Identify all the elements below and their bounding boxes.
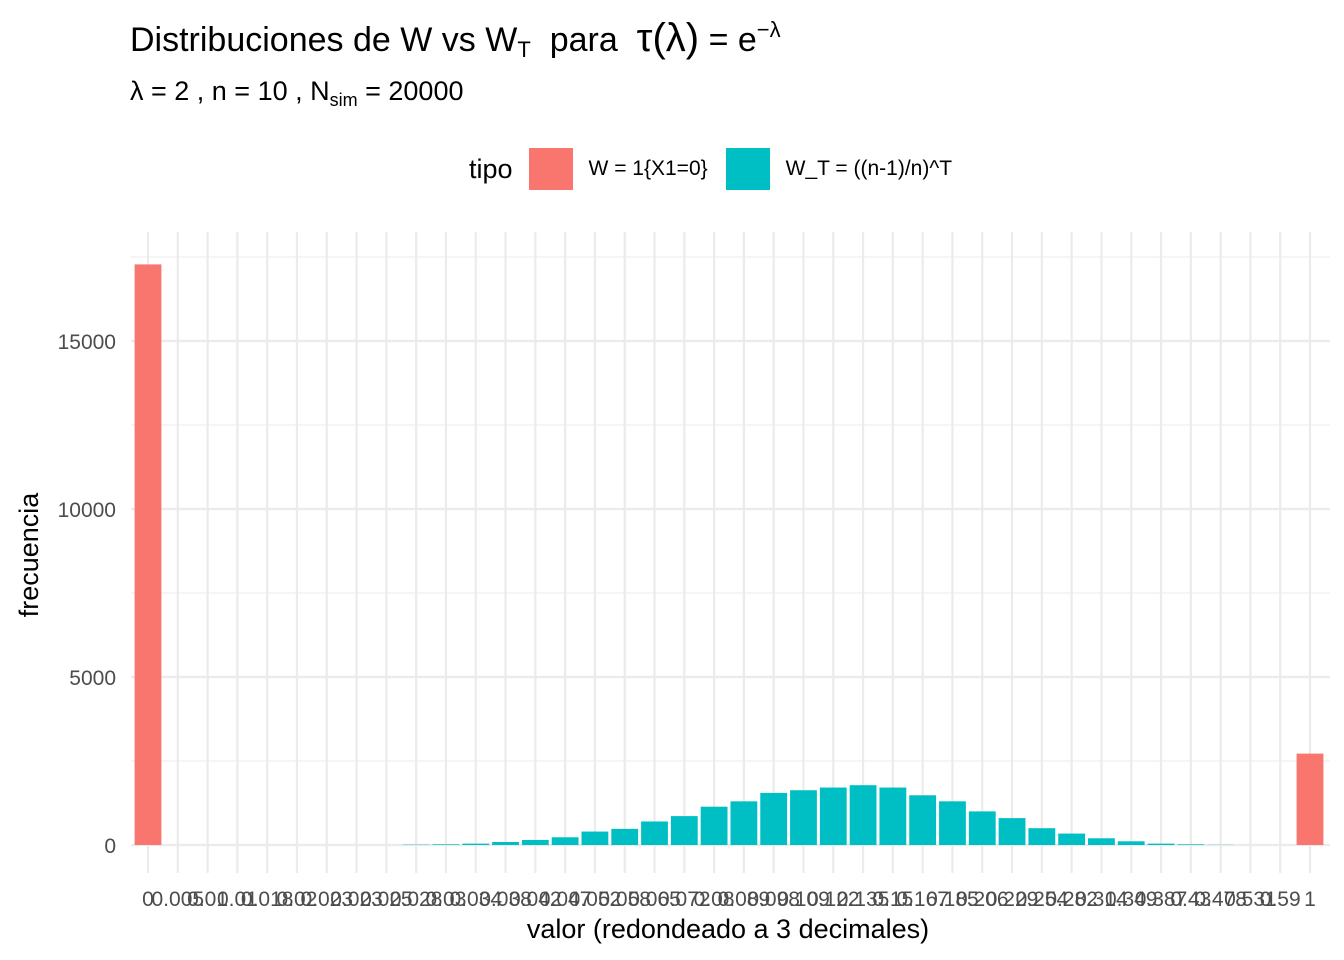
legend-label-wt: W_T = ((n-1)/n)^T: [785, 157, 953, 180]
bar-wt: [909, 795, 937, 845]
x-tick-label: 0.098: [747, 888, 800, 911]
x-tick-label: 0.254: [1016, 888, 1069, 911]
x-tick-label: 0.025: [360, 888, 413, 911]
legend: tipo W = 1{X1=0} W_T = ((n-1)/n)^T: [469, 147, 970, 191]
bar-wt: [551, 837, 579, 845]
x-axis-label: valor (redondeado a 3 decimales): [527, 914, 929, 944]
x-tick-label: 0.01: [217, 888, 258, 911]
x-tick-label: 0.018: [241, 888, 294, 911]
bar-wt: [879, 787, 907, 845]
legend-key-wt: [725, 148, 770, 190]
x-tick-label: 0.038: [479, 888, 532, 911]
x-tick-label: 0.109: [777, 888, 830, 911]
x-tick-label: 0.122: [807, 888, 860, 911]
x-tick-label: 0.089: [718, 888, 771, 911]
x-tick-label: 0.167: [896, 888, 949, 911]
bar-wt: [819, 787, 847, 845]
chart-subtitle: λ = 2 , n = 10 , Nsim = 20000: [130, 76, 464, 110]
x-tick-label: 0.531: [1224, 888, 1277, 911]
legend-title: tipo: [469, 153, 513, 184]
bar-w: [134, 264, 162, 846]
bar-wt: [611, 828, 639, 845]
x-tick-label: 0.023: [300, 888, 353, 911]
grid: [131, 232, 1330, 873]
bar-wt: [432, 844, 460, 845]
bar-w: [1296, 753, 1324, 845]
x-tick-label: 0.59: [1260, 888, 1301, 911]
bar-wt: [790, 790, 817, 845]
y-axis-ticks: 0 5000 10000 15000: [58, 331, 116, 858]
x-tick-label: 0.047: [539, 888, 592, 911]
x-tick-label: 0.028: [390, 888, 443, 911]
x-tick-label: 0.03: [426, 888, 467, 911]
x-tick-label: 0.387: [1135, 888, 1188, 911]
x-tick-label: 1: [1304, 888, 1316, 911]
x-tick-label: 0.052: [569, 888, 622, 911]
x-tick-label: 0.08: [694, 888, 735, 911]
x-tick-label: 0.042: [509, 888, 562, 911]
x-tick-label: 0.02: [277, 888, 318, 911]
x-tick-label: 0.43: [1170, 888, 1211, 911]
x-tick-label: 0.01: [187, 888, 228, 911]
bar-wt: [998, 818, 1026, 845]
x-tick-label: 0.065: [628, 888, 681, 911]
bars: [134, 264, 1324, 846]
x-tick-label: 0: [142, 888, 154, 911]
x-tick-label: 0.349: [1105, 888, 1158, 911]
bar-wt: [670, 816, 698, 845]
bar-wt: [1088, 838, 1115, 845]
y-axis-label: frecuencia: [14, 492, 44, 618]
x-tick-label: 0.072: [658, 888, 711, 911]
chart-title: Distribuciones de W vs WT para τ(λ) = e−…: [130, 16, 781, 62]
legend-key-w: [528, 148, 573, 190]
bar-wt: [968, 811, 996, 845]
y-tick-label: 0: [104, 835, 116, 858]
bar-wt: [1147, 843, 1175, 845]
x-tick-label: 0.034: [449, 888, 502, 911]
x-axis-ticks: 00.0050.010.010.0180.020.0230.0230.0250.…: [142, 888, 1316, 911]
bar-wt: [939, 801, 966, 845]
y-tick-label: 15000: [58, 331, 116, 354]
bar-wt: [462, 843, 490, 845]
y-tick-label: 10000: [58, 499, 116, 522]
x-tick-label: 0.005: [152, 888, 205, 911]
bar-wt: [1028, 828, 1056, 845]
bar-wt: [521, 839, 549, 845]
x-tick-label: 0.185: [926, 888, 979, 911]
bar-wt: [760, 792, 788, 845]
legend-label-w: W = 1{X1=0}: [588, 157, 708, 180]
x-tick-label: 0.478: [1194, 888, 1247, 911]
bar-wt: [1177, 844, 1205, 845]
x-tick-label: 0.314: [1075, 888, 1128, 911]
bar-wt: [641, 821, 668, 845]
bar-wt: [730, 801, 758, 845]
x-tick-label: 0.229: [986, 888, 1039, 911]
x-tick-label: 0.023: [330, 888, 383, 911]
x-tick-label: 0.206: [956, 888, 1009, 911]
bar-wt: [1117, 841, 1145, 845]
bar-wt: [581, 831, 609, 845]
bar-wt: [1058, 833, 1086, 845]
x-tick-label: 0.135: [837, 888, 890, 911]
x-tick-label: 0.15: [872, 888, 913, 911]
bar-wt: [849, 785, 877, 845]
bar-wt: [700, 806, 728, 845]
x-tick-label: 0.282: [1045, 888, 1098, 911]
bar-wt: [492, 841, 519, 845]
y-tick-label: 5000: [69, 667, 116, 690]
x-tick-label: 0.058: [598, 888, 651, 911]
